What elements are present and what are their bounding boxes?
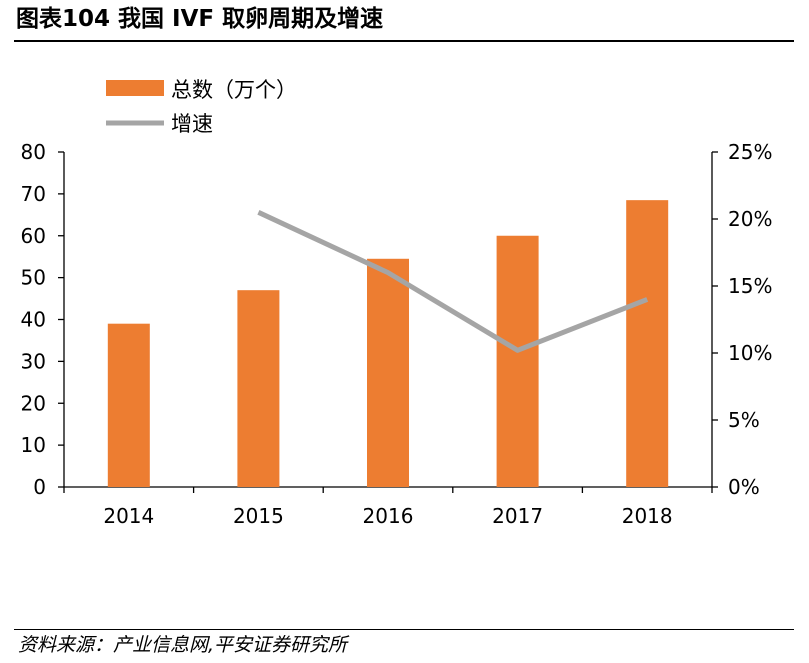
right-tick-label: 15% (728, 274, 772, 298)
bar-series (107, 200, 669, 487)
legend-bar-label: 总数（万个） (171, 78, 297, 102)
line-series (257, 210, 649, 353)
right-axis: 0% 5% 10% 15% 20% 25% (711, 140, 772, 499)
figure-title: 图表104 我国 IVF 取卵周期及增速 (16, 6, 384, 32)
x-tick-label: 2015 (233, 504, 284, 528)
left-tick-label: 20 (21, 391, 46, 415)
left-tick-label: 50 (21, 266, 46, 290)
source-rule (14, 629, 794, 630)
left-tick-label: 80 (21, 140, 46, 164)
growth-line (257, 210, 649, 353)
legend-bar-swatch (106, 80, 164, 96)
right-tick-label: 20% (728, 207, 772, 231)
legend: 总数（万个） 增速 (106, 78, 297, 136)
x-tick-label: 2016 (363, 504, 414, 528)
bar (107, 323, 150, 487)
legend-line-label: 增速 (171, 112, 213, 136)
x-axis: 2014 2015 2016 2017 2018 (63, 486, 713, 528)
title-rule (14, 40, 794, 42)
left-tick-label: 30 (21, 349, 46, 373)
right-tick-label: 5% (728, 408, 760, 432)
bar (626, 200, 669, 487)
left-tick-label: 60 (21, 224, 46, 248)
right-tick-label: 25% (728, 140, 772, 164)
source-note: 资料来源：产业信息网,平安证券研究所 (18, 634, 348, 656)
x-tick-label: 2017 (492, 504, 543, 528)
left-axis: 0 10 20 30 40 50 60 70 80 (21, 140, 65, 499)
left-tick-label: 40 (21, 308, 46, 332)
left-tick-label: 10 (21, 433, 46, 457)
left-tick-label: 0 (33, 475, 46, 499)
bar (496, 235, 539, 487)
bar (367, 258, 409, 487)
x-tick-label: 2014 (103, 504, 154, 528)
bar (237, 290, 280, 487)
right-tick-label: 10% (728, 341, 772, 365)
left-tick-label: 70 (21, 182, 46, 206)
x-tick-label: 2018 (622, 504, 673, 528)
right-tick-label: 0% (728, 475, 760, 499)
